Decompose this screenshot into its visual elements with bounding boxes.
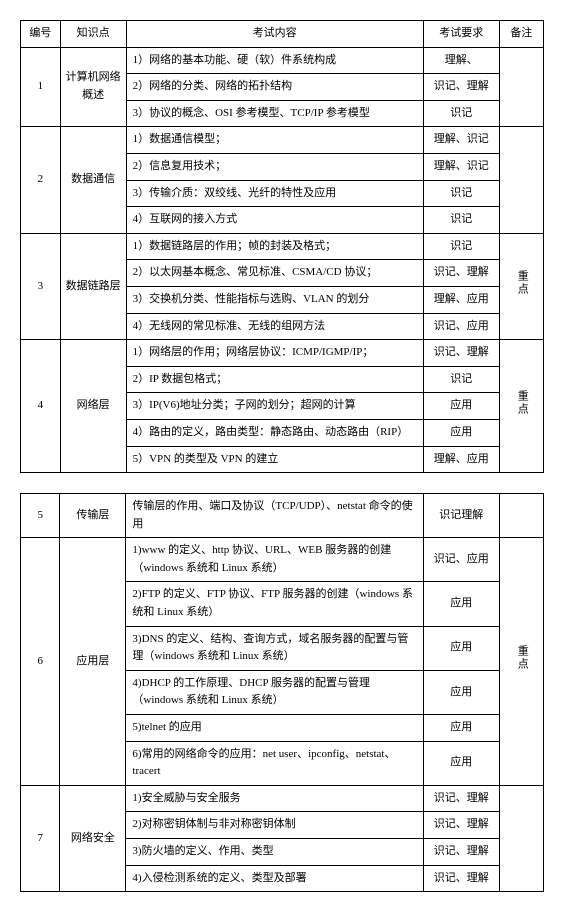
row-content: 1）网络层的作用；网络层协议：ICMP/IGMP/IP； <box>126 340 423 367</box>
row-req: 应用 <box>423 393 499 420</box>
row-note <box>499 47 543 127</box>
row-note: 重点 <box>499 340 543 473</box>
row-req: 识记 <box>423 180 499 207</box>
row-num: 1 <box>21 47 61 127</box>
row-req: 识记 <box>423 100 499 127</box>
row-req: 理解、 <box>423 47 499 74</box>
row-topic: 数据通信 <box>60 127 126 233</box>
row-content: 4）互联网的接入方式 <box>126 207 423 234</box>
row-req: 应用 <box>423 626 499 670</box>
table-row: 1计算机网络概述1）网络的基本功能、硬（软）件系统构成理解、 <box>21 47 544 74</box>
row-req: 识记、理解 <box>423 865 499 892</box>
table-row: 6应用层1)www 的定义、http 协议、URL、WEB 服务器的创建（win… <box>21 538 544 582</box>
row-req: 识记 <box>423 207 499 234</box>
row-content: 2）信息复用技术； <box>126 153 423 180</box>
header-topic: 知识点 <box>60 21 126 48</box>
row-note: 重点 <box>499 538 543 786</box>
row-topic: 网络安全 <box>60 785 126 891</box>
row-num: 5 <box>21 494 60 538</box>
row-num: 2 <box>21 127 61 233</box>
header-note: 备注 <box>499 21 543 48</box>
row-content: 2）以太网基本概念、常见标准、CSMA/CD 协议； <box>126 260 423 287</box>
syllabus-table-1: 编号 知识点 考试内容 考试要求 备注 1计算机网络概述1）网络的基本功能、硬（… <box>20 20 544 473</box>
row-content: 2）IP 数据包格式； <box>126 366 423 393</box>
row-note: 重点 <box>499 233 543 339</box>
header-req: 考试要求 <box>423 21 499 48</box>
row-req: 识记理解 <box>423 494 499 538</box>
row-req: 识记、理解 <box>423 839 499 866</box>
table-row: 3数据链路层1）数据链路层的作用；帧的封装及格式；识记重点 <box>21 233 544 260</box>
row-req: 识记、理解 <box>423 785 499 812</box>
row-req: 理解、应用 <box>423 286 499 313</box>
table-row: 5传输层传输层的作用、端口及协议（TCP/UDP）、netstat 命令的使用识… <box>21 494 544 538</box>
row-content: 1）数据链路层的作用；帧的封装及格式； <box>126 233 423 260</box>
row-content: 1)安全威胁与安全服务 <box>126 785 423 812</box>
row-topic: 网络层 <box>60 340 126 473</box>
row-req: 应用 <box>423 715 499 742</box>
row-num: 3 <box>21 233 61 339</box>
row-content: 3)DNS 的定义、结构、查询方式，域名服务器的配置与管理（windows 系统… <box>126 626 423 670</box>
row-note <box>499 127 543 233</box>
row-req: 识记 <box>423 366 499 393</box>
row-content: 5)telnet 的应用 <box>126 715 423 742</box>
row-req: 应用 <box>423 741 499 785</box>
row-content: 传输层的作用、端口及协议（TCP/UDP）、netstat 命令的使用 <box>126 494 423 538</box>
table-row: 4网络层1）网络层的作用；网络层协议：ICMP/IGMP/IP；识记、理解重点 <box>21 340 544 367</box>
header-content: 考试内容 <box>126 21 423 48</box>
row-req: 理解、识记 <box>423 153 499 180</box>
row-content: 1）数据通信模型； <box>126 127 423 154</box>
row-content: 3）IP(V6)地址分类；子网的划分；超网的计算 <box>126 393 423 420</box>
row-req: 识记、应用 <box>423 538 499 582</box>
row-req: 识记、理解 <box>423 260 499 287</box>
row-content: 2）网络的分类、网络的拓扑结构 <box>126 74 423 101</box>
row-num: 7 <box>21 785 60 891</box>
row-content: 4）无线网的常见标准、无线的组网方法 <box>126 313 423 340</box>
row-req: 应用 <box>423 582 499 626</box>
row-note <box>499 785 543 891</box>
row-req: 理解、识记 <box>423 127 499 154</box>
row-req: 理解、应用 <box>423 446 499 473</box>
row-req: 应用 <box>423 419 499 446</box>
row-req: 识记、理解 <box>423 74 499 101</box>
row-content: 3）协议的概念、OSI 参考模型、TCP/IP 参考模型 <box>126 100 423 127</box>
syllabus-table-2: 5传输层传输层的作用、端口及协议（TCP/UDP）、netstat 命令的使用识… <box>20 493 544 892</box>
row-content: 1)www 的定义、http 协议、URL、WEB 服务器的创建（windows… <box>126 538 423 582</box>
row-content: 5）VPN 的类型及 VPN 的建立 <box>126 446 423 473</box>
row-content: 4）路由的定义，路由类型：静态路由、动态路由（RIP） <box>126 419 423 446</box>
row-content: 2)对称密钥体制与非对称密钥体制 <box>126 812 423 839</box>
table-row: 2数据通信1）数据通信模型；理解、识记 <box>21 127 544 154</box>
row-num: 4 <box>21 340 61 473</box>
row-num: 6 <box>21 538 60 786</box>
row-content: 3)防火墙的定义、作用、类型 <box>126 839 423 866</box>
row-req: 识记、理解 <box>423 812 499 839</box>
row-req: 应用 <box>423 670 499 714</box>
row-content: 3）交换机分类、性能指标与选购、VLAN 的划分 <box>126 286 423 313</box>
row-content: 1）网络的基本功能、硬（软）件系统构成 <box>126 47 423 74</box>
row-content: 2)FTP 的定义、FTP 协议、FTP 服务器的创建（windows 系统和 … <box>126 582 423 626</box>
row-topic: 计算机网络概述 <box>60 47 126 127</box>
row-content: 4)DHCP 的工作原理、DHCP 服务器的配置与管理（windows 系统和 … <box>126 670 423 714</box>
table-row: 7网络安全1)安全威胁与安全服务识记、理解 <box>21 785 544 812</box>
row-content: 3）传输介质：双绞线、光纤的特性及应用 <box>126 180 423 207</box>
row-topic: 应用层 <box>60 538 126 786</box>
row-content: 6)常用的网络命令的应用：net user、ipconfig、netstat、t… <box>126 741 423 785</box>
row-req: 识记、应用 <box>423 313 499 340</box>
header-row: 编号 知识点 考试内容 考试要求 备注 <box>21 21 544 48</box>
row-note <box>499 494 543 538</box>
row-req: 识记 <box>423 233 499 260</box>
row-topic: 数据链路层 <box>60 233 126 339</box>
header-num: 编号 <box>21 21 61 48</box>
row-topic: 传输层 <box>60 494 126 538</box>
row-content: 4)入侵检测系统的定义、类型及部署 <box>126 865 423 892</box>
row-req: 识记、理解 <box>423 340 499 367</box>
